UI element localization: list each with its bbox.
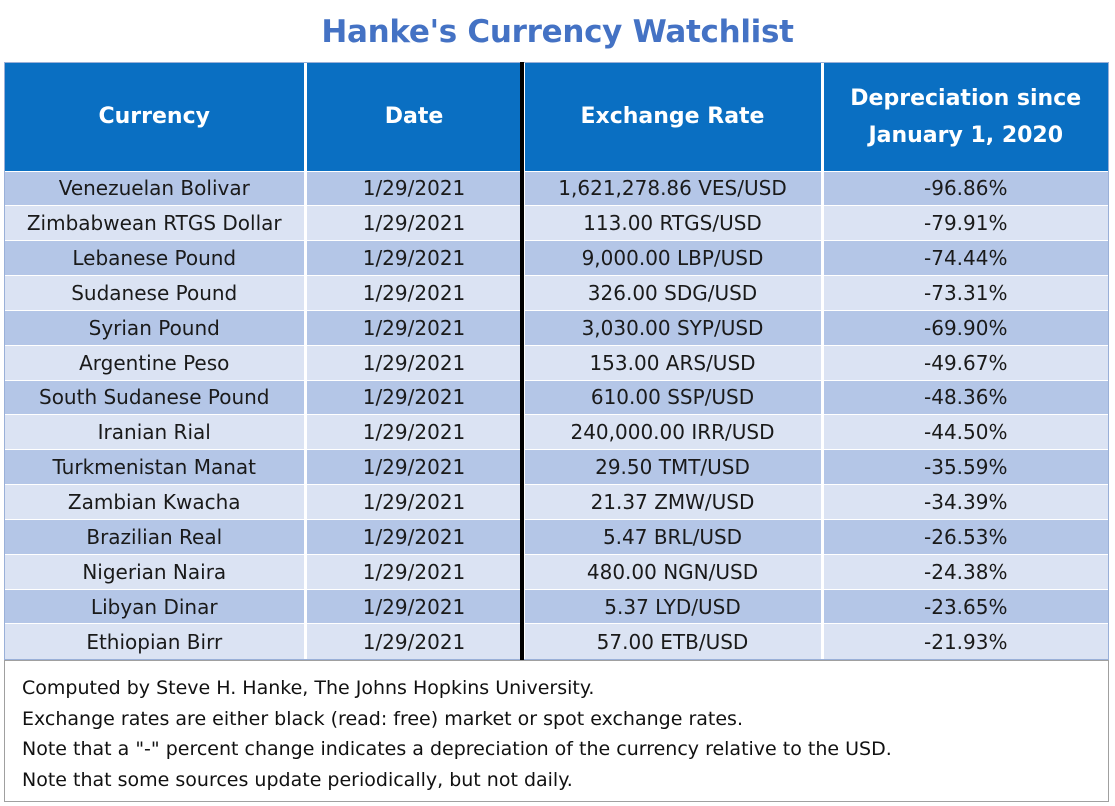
table-row: Argentine Peso 1/29/2021 153.00 ARS/USD … bbox=[5, 344, 1108, 381]
table-row: Turkmenistan Manat 1/29/2021 29.50 TMT/U… bbox=[5, 449, 1108, 485]
note-line: Exchange rates are either black (read: f… bbox=[22, 707, 743, 730]
cell-exchange-rate: 5.37 LYD/USD bbox=[523, 588, 824, 624]
table-row: Brazilian Real 1/29/2021 5.47 BRL/USD -2… bbox=[5, 518, 1108, 555]
cell-currency: Brazilian Real bbox=[5, 518, 307, 555]
table-header-row: Currency Date Exchange Rate Depreciation… bbox=[5, 63, 1108, 171]
cell-exchange-rate: 113.00 RTGS/USD bbox=[523, 205, 824, 241]
cell-exchange-rate: 1,621,278.86 VES/USD bbox=[523, 170, 824, 206]
cell-date: 1/29/2021 bbox=[305, 553, 525, 590]
cell-date: 1/29/2021 bbox=[305, 379, 525, 415]
cell-date: 1/29/2021 bbox=[305, 275, 525, 311]
table-row: Sudanese Pound 1/29/2021 326.00 SDG/USD … bbox=[5, 275, 1108, 311]
cell-exchange-rate: 5.47 BRL/USD bbox=[523, 518, 824, 555]
table-row: Lebanese Pound 1/29/2021 9,000.00 LBP/US… bbox=[5, 240, 1108, 276]
cell-currency: Zambian Kwacha bbox=[5, 484, 307, 520]
note-line: Computed by Steve H. Hanke, The Johns Ho… bbox=[22, 677, 595, 699]
table-row: Venezuelan Bolivar 1/29/2021 1,621,278.8… bbox=[5, 170, 1108, 206]
cell-depreciation: -35.59% bbox=[822, 449, 1108, 485]
cell-exchange-rate: 480.00 NGN/USD bbox=[523, 553, 824, 590]
cell-depreciation: -23.65% bbox=[822, 588, 1108, 624]
cell-depreciation: -21.93% bbox=[822, 623, 1108, 659]
note-line: Note that some sources update periodical… bbox=[22, 768, 573, 791]
table-row: South Sudanese Pound 1/29/2021 610.00 SS… bbox=[5, 379, 1108, 415]
cell-date: 1/29/2021 bbox=[305, 309, 525, 346]
cell-date: 1/29/2021 bbox=[305, 205, 525, 241]
cell-currency: Libyan Dinar bbox=[5, 588, 307, 624]
currency-watchlist-table: Currency Date Exchange Rate Depreciation… bbox=[5, 63, 1108, 659]
cell-date: 1/29/2021 bbox=[305, 240, 525, 276]
column-header-depreciation: Depreciation since January 1, 2020 bbox=[822, 63, 1108, 171]
cell-date: 1/29/2021 bbox=[305, 588, 525, 624]
cell-currency: South Sudanese Pound bbox=[5, 379, 307, 415]
cell-exchange-rate: 326.00 SDG/USD bbox=[523, 275, 824, 311]
column-header-currency: Currency bbox=[5, 63, 307, 171]
table-row: Zambian Kwacha 1/29/2021 21.37 ZMW/USD -… bbox=[5, 484, 1108, 520]
cell-currency: Ethiopian Birr bbox=[5, 623, 307, 659]
cell-currency: Venezuelan Bolivar bbox=[5, 170, 307, 206]
page-title: Hanke's Currency Watchlist bbox=[321, 14, 794, 50]
cell-currency: Argentine Peso bbox=[5, 344, 307, 381]
cell-depreciation: -49.67% bbox=[822, 344, 1108, 381]
table-row: Libyan Dinar 1/29/2021 5.37 LYD/USD -23.… bbox=[5, 588, 1108, 624]
cell-depreciation: -24.38% bbox=[822, 553, 1108, 590]
column-header-date: Date bbox=[305, 63, 525, 171]
cell-exchange-rate: 21.37 ZMW/USD bbox=[523, 484, 824, 520]
cell-depreciation: -74.44% bbox=[822, 240, 1108, 276]
cell-currency: Zimbabwean RTGS Dollar bbox=[5, 205, 307, 241]
cell-date: 1/29/2021 bbox=[305, 414, 525, 450]
cell-currency: Turkmenistan Manat bbox=[5, 449, 307, 485]
cell-exchange-rate: 610.00 SSP/USD bbox=[523, 379, 824, 415]
cell-date: 1/29/2021 bbox=[305, 170, 525, 206]
cell-depreciation: -48.36% bbox=[822, 379, 1108, 415]
cell-depreciation: -79.91% bbox=[822, 205, 1108, 241]
cell-currency: Lebanese Pound bbox=[5, 240, 307, 276]
cell-depreciation: -96.86% bbox=[822, 170, 1108, 206]
column-header-exchange-rate: Exchange Rate bbox=[523, 63, 824, 171]
cell-exchange-rate: 9,000.00 LBP/USD bbox=[523, 240, 824, 276]
table-row: Syrian Pound 1/29/2021 3,030.00 SYP/USD … bbox=[5, 309, 1108, 346]
notes-box: Computed by Steve H. Hanke, The Johns Ho… bbox=[4, 660, 1109, 802]
cell-date: 1/29/2021 bbox=[305, 449, 525, 485]
cell-currency: Syrian Pound bbox=[5, 309, 307, 346]
table-row: Iranian Rial 1/29/2021 240,000.00 IRR/US… bbox=[5, 414, 1108, 450]
cell-date: 1/29/2021 bbox=[305, 623, 525, 659]
table-body: Venezuelan Bolivar 1/29/2021 1,621,278.8… bbox=[5, 170, 1108, 659]
column-divider bbox=[520, 62, 524, 660]
cell-date: 1/29/2021 bbox=[305, 518, 525, 555]
cell-currency: Nigerian Naira bbox=[5, 553, 307, 590]
cell-currency: Sudanese Pound bbox=[5, 275, 307, 311]
watchlist-table-container: Currency Date Exchange Rate Depreciation… bbox=[4, 62, 1109, 660]
cell-depreciation: -44.50% bbox=[822, 414, 1108, 450]
table-row: Nigerian Naira 1/29/2021 480.00 NGN/USD … bbox=[5, 553, 1108, 590]
cell-exchange-rate: 3,030.00 SYP/USD bbox=[523, 309, 824, 346]
note-line: Note that a "-" percent change indicates… bbox=[22, 738, 892, 760]
cell-currency: Iranian Rial bbox=[5, 414, 307, 450]
table-row: Zimbabwean RTGS Dollar 1/29/2021 113.00 … bbox=[5, 205, 1108, 241]
cell-exchange-rate: 153.00 ARS/USD bbox=[523, 344, 824, 381]
cell-date: 1/29/2021 bbox=[305, 484, 525, 520]
cell-date: 1/29/2021 bbox=[305, 344, 525, 381]
cell-exchange-rate: 240,000.00 IRR/USD bbox=[523, 414, 824, 450]
cell-depreciation: -69.90% bbox=[822, 309, 1108, 346]
cell-depreciation: -34.39% bbox=[822, 484, 1108, 520]
cell-depreciation: -73.31% bbox=[822, 275, 1108, 311]
cell-depreciation: -26.53% bbox=[822, 518, 1108, 555]
cell-exchange-rate: 29.50 TMT/USD bbox=[523, 449, 824, 485]
cell-exchange-rate: 57.00 ETB/USD bbox=[523, 623, 824, 659]
table-row: Ethiopian Birr 1/29/2021 57.00 ETB/USD -… bbox=[5, 623, 1108, 659]
